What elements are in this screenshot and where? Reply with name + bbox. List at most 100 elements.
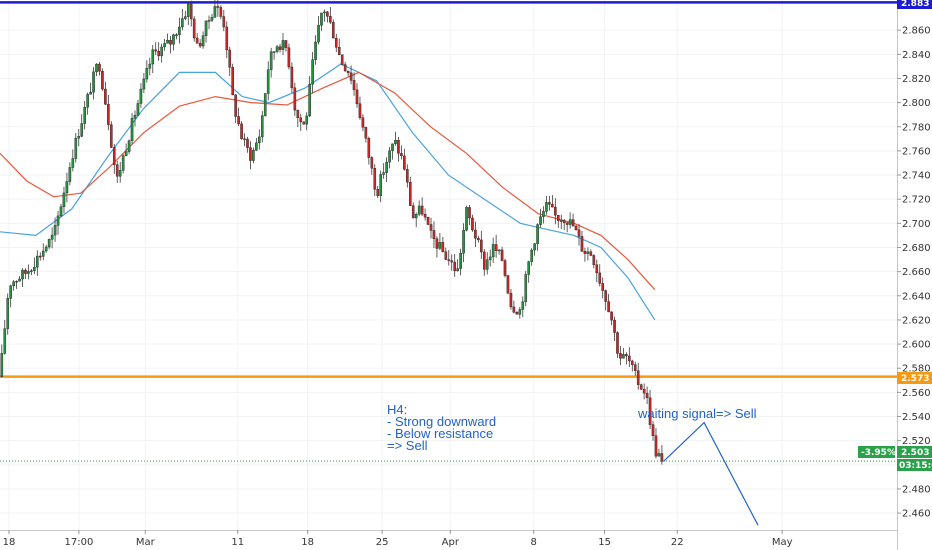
candle-body — [379, 174, 382, 196]
x-tick-label: 18 — [301, 537, 314, 548]
candle-body — [334, 37, 338, 48]
candle-body — [373, 167, 377, 190]
candle-body — [456, 268, 459, 272]
candle-body — [56, 215, 60, 226]
note-line-4: => Sell — [387, 438, 428, 453]
candle-body — [320, 12, 323, 26]
candle-body — [343, 64, 347, 72]
candle-body — [317, 25, 320, 43]
candle-body — [305, 115, 308, 125]
candle-body — [509, 292, 513, 308]
candle-body — [577, 229, 581, 237]
candle-body — [358, 103, 362, 118]
x-axis-panel — [0, 530, 897, 550]
candle-body — [59, 206, 63, 217]
candle-body — [272, 51, 276, 53]
y-tick-label: 2.640 — [902, 291, 931, 302]
top-level-tag — [897, 0, 932, 9]
resistance-tag-text: 2.573 — [901, 374, 929, 384]
candle-body — [616, 332, 619, 354]
x-tick-label: 11 — [231, 537, 244, 548]
candle-body — [453, 261, 456, 272]
candle-body — [417, 205, 421, 215]
candle-body — [166, 39, 169, 44]
candle-body — [3, 328, 7, 354]
y-tick-label: 2.520 — [902, 436, 931, 447]
candle-body — [604, 290, 607, 302]
candle-body — [488, 256, 492, 260]
candle-body — [548, 202, 551, 205]
candle-body — [471, 217, 474, 231]
candle-body — [518, 309, 522, 315]
candle-body — [139, 88, 143, 104]
candle-body — [246, 138, 249, 148]
candle-body — [260, 115, 264, 138]
candle-body — [74, 137, 78, 159]
candle-body — [0, 353, 4, 377]
candle-body — [21, 269, 24, 280]
change-tag-text: -3.95% — [861, 448, 896, 458]
y-tick-label: 2.740 — [902, 171, 931, 182]
change-tag — [858, 446, 895, 458]
candle-body — [169, 39, 172, 45]
candle-body — [326, 11, 329, 17]
candle-body — [98, 63, 101, 72]
candle-body — [189, 3, 193, 20]
candle-body — [33, 266, 36, 271]
candle-body — [101, 71, 104, 90]
candle-body — [30, 270, 33, 272]
x-tick-label: 25 — [376, 537, 389, 548]
candle-body — [266, 69, 270, 94]
candle-body — [607, 301, 610, 313]
candle-body — [231, 67, 234, 96]
candle-body — [477, 238, 480, 241]
candle-body — [207, 20, 211, 22]
candle-body — [441, 242, 445, 252]
candle-body — [450, 260, 454, 263]
signal-note: waiting signal=> Sell — [637, 406, 757, 421]
candle-body — [444, 251, 448, 260]
candle-body — [249, 147, 252, 161]
candle-body — [219, 7, 223, 17]
candle-body — [47, 239, 51, 248]
y-tick-label: 2.460 — [902, 509, 931, 520]
candle-body — [636, 370, 640, 385]
candle-body — [269, 51, 273, 70]
candle-body — [423, 213, 427, 218]
candle-body — [382, 172, 385, 175]
candle-body — [228, 49, 232, 68]
candle-body — [414, 214, 418, 219]
y-axis-ticks: 2.4602.4802.5002.5202.5402.5602.5802.600… — [897, 26, 931, 520]
y-tick-label: 2.540 — [902, 412, 931, 423]
candle-body — [645, 392, 649, 399]
candle-body — [497, 249, 501, 252]
candle-body — [610, 311, 613, 321]
candle-body — [352, 80, 356, 91]
moving-average-line — [0, 71, 656, 291]
candle-body — [400, 153, 403, 157]
candle-body — [491, 244, 495, 258]
candle-body — [323, 11, 326, 14]
candle-body — [403, 155, 406, 170]
candle-body — [500, 249, 504, 261]
candle-body — [237, 116, 240, 125]
candle-body — [299, 117, 303, 123]
candle-body — [308, 83, 311, 117]
moving-averages — [0, 63, 656, 321]
candle-body — [133, 115, 137, 119]
projection-path — [663, 421, 759, 526]
x-tick-label: 22 — [671, 537, 684, 548]
candle-body — [83, 107, 86, 124]
candle-body — [255, 142, 258, 151]
candle-body — [521, 301, 525, 310]
candle-body — [651, 424, 655, 436]
y-axis-panel[interactable] — [897, 0, 932, 550]
candle-body — [195, 37, 199, 44]
candle-body — [426, 216, 430, 225]
candle-body — [50, 234, 54, 240]
candle-body — [178, 26, 181, 35]
candle-body — [536, 224, 539, 244]
candle-body — [485, 259, 489, 270]
candle-body — [551, 204, 554, 208]
